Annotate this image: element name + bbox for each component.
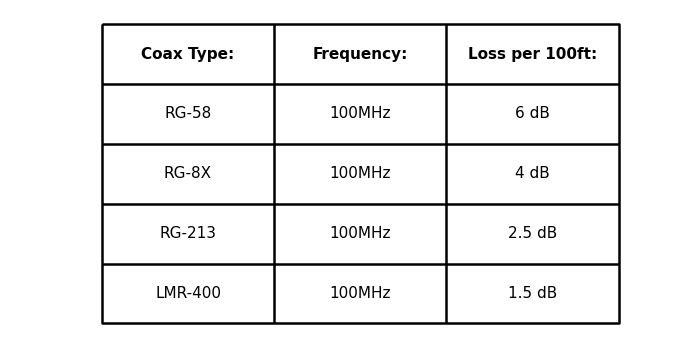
Text: Frequency:: Frequency: — [312, 46, 408, 62]
Text: 100MHz: 100MHz — [329, 286, 391, 301]
Text: LMR-400: LMR-400 — [155, 286, 221, 301]
Text: RG-213: RG-213 — [160, 226, 216, 241]
Text: 1.5 dB: 1.5 dB — [508, 286, 557, 301]
Text: Loss per 100ft:: Loss per 100ft: — [468, 46, 597, 62]
Text: 100MHz: 100MHz — [329, 166, 391, 181]
Text: 4 dB: 4 dB — [515, 166, 550, 181]
Text: RG-58: RG-58 — [165, 106, 211, 121]
Text: 2.5 dB: 2.5 dB — [508, 226, 557, 241]
Text: 100MHz: 100MHz — [329, 226, 391, 241]
Text: Coax Type:: Coax Type: — [141, 46, 235, 62]
Text: RG-8X: RG-8X — [164, 166, 212, 181]
Text: 100MHz: 100MHz — [329, 106, 391, 121]
Text: 6 dB: 6 dB — [515, 106, 550, 121]
